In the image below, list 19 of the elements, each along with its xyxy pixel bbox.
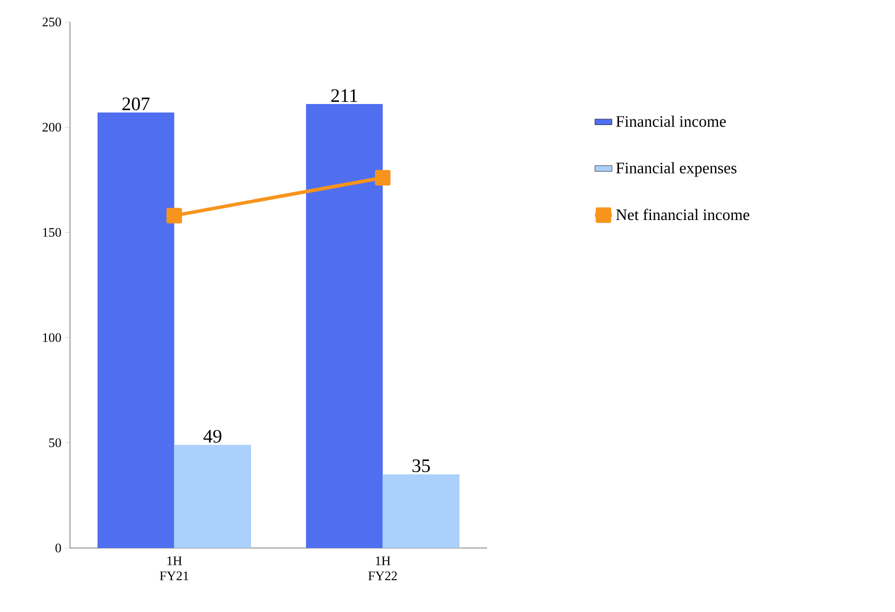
bar [306,104,383,548]
data-label: 49 [203,430,222,443]
legend-label: Net financial income [616,208,750,220]
legend-label: Financial income [616,116,726,127]
bar [174,444,251,548]
data-label: 207 [122,97,150,110]
x-tick-label: 1H FY21 [160,556,188,580]
y-tick-label: 150 [43,228,61,237]
y-tick-label: 250 [42,18,61,26]
y-tick-label: 0 [55,544,61,552]
y-tick-label: 50 [49,438,61,448]
legend-label: Financial expenses [616,162,736,177]
x-tick-label: 1H FY22 [368,556,397,580]
y-tick-label: 100 [43,333,61,342]
data-label: 35 [412,459,430,472]
y-tick-label: 200 [42,122,61,132]
data-label: 211 [331,89,358,102]
bar [382,474,460,548]
bar [98,112,174,548]
